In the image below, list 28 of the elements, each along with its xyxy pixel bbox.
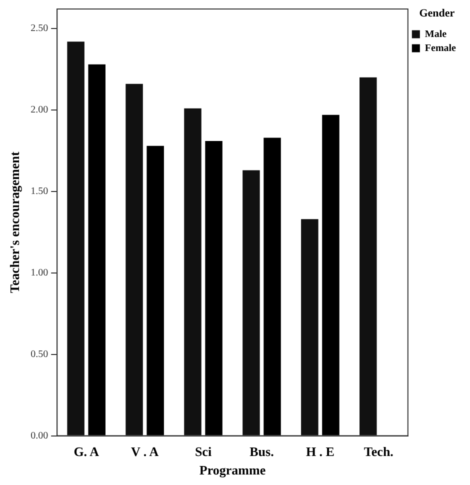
x-tick-label: Sci <box>194 444 212 459</box>
bar <box>322 114 340 436</box>
y-tick-label: 1.50 <box>30 186 48 198</box>
legend-label: Female <box>424 42 457 54</box>
bar <box>360 77 377 436</box>
bar <box>126 84 143 436</box>
x-tick-label: Bus. <box>250 444 274 459</box>
bar <box>264 138 281 436</box>
bar <box>67 42 84 436</box>
y-tick-label: 2.00 <box>30 104 48 116</box>
legend-label: Male <box>424 28 448 40</box>
x-tick-label: V . A <box>131 444 160 459</box>
x-tick-label: Tech. <box>364 444 394 459</box>
y-axis-title: Teacher's encouragement <box>7 151 22 294</box>
y-tick-label: 0.00 <box>30 430 48 442</box>
x-tick-label: G. A <box>74 444 100 459</box>
y-tick-label: 1.00 <box>30 268 48 279</box>
y-tick-label: 0.50 <box>30 348 48 360</box>
bar <box>184 108 202 436</box>
x-axis-title: Programme <box>199 462 266 478</box>
bar <box>146 146 164 436</box>
legend-title: Gender <box>419 7 455 20</box>
x-tick-label: H . E <box>306 444 334 459</box>
bar <box>242 170 260 436</box>
y-tick-label: 2.50 <box>30 23 48 34</box>
bar <box>88 64 106 436</box>
bar <box>205 140 222 436</box>
bar <box>301 219 318 436</box>
